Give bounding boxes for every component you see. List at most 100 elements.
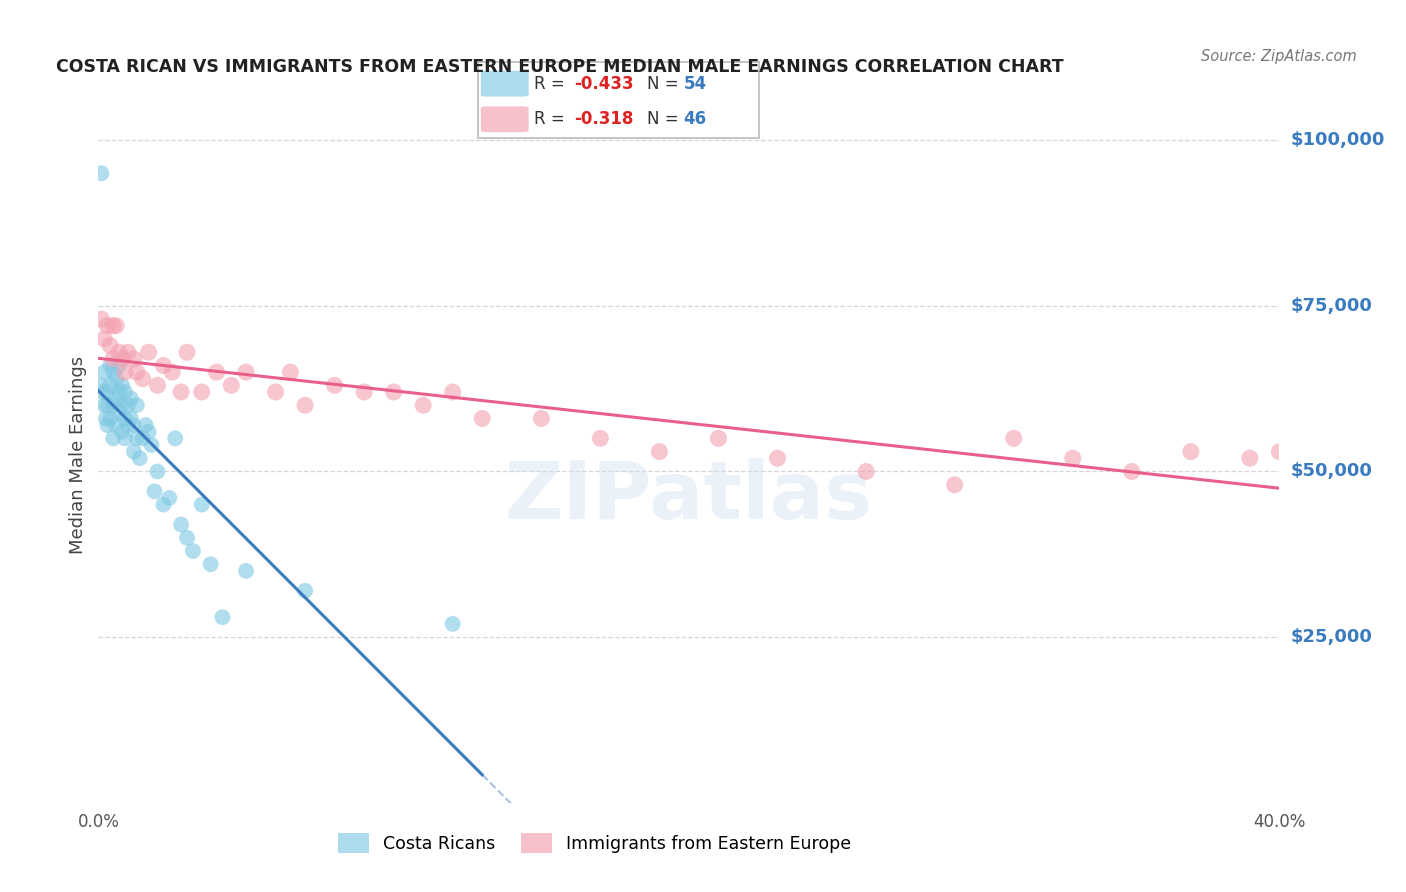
Point <box>108 405 131 419</box>
Point <box>132 372 155 386</box>
Point <box>96 318 118 333</box>
Text: ZIPatlas: ZIPatlas <box>505 458 873 536</box>
Point <box>138 425 160 439</box>
Point <box>135 418 157 433</box>
Point <box>125 365 148 379</box>
Point <box>96 384 118 399</box>
Point <box>191 384 214 399</box>
Point <box>264 384 287 399</box>
Point <box>103 398 125 412</box>
Point <box>98 378 121 392</box>
Text: $75,000: $75,000 <box>1291 297 1372 315</box>
Point <box>278 365 302 379</box>
Point <box>412 398 434 412</box>
Point <box>191 498 214 512</box>
Text: -0.318: -0.318 <box>574 111 633 128</box>
Point <box>235 365 257 379</box>
Text: COSTA RICAN VS IMMIGRANTS FROM EASTERN EUROPE MEDIAN MALE EARNINGS CORRELATION C: COSTA RICAN VS IMMIGRANTS FROM EASTERN E… <box>56 58 1064 76</box>
Point <box>103 365 125 379</box>
Text: Source: ZipAtlas.com: Source: ZipAtlas.com <box>1201 49 1357 64</box>
Point <box>98 411 121 425</box>
Y-axis label: Median Male Earnings: Median Male Earnings <box>69 356 87 554</box>
Point <box>1180 444 1202 458</box>
Point <box>589 431 612 445</box>
Point <box>170 384 193 399</box>
Point <box>294 398 316 412</box>
Text: 54: 54 <box>683 75 706 93</box>
Point <box>94 411 117 425</box>
Point <box>943 477 966 491</box>
Point <box>530 411 553 425</box>
Point <box>93 398 115 412</box>
Point <box>90 312 112 326</box>
Point <box>105 418 128 433</box>
Point <box>205 365 228 379</box>
Point <box>143 484 166 499</box>
Point <box>132 431 155 445</box>
Point <box>323 378 346 392</box>
Point <box>162 365 183 379</box>
Point <box>170 517 193 532</box>
Point <box>114 431 136 445</box>
Text: N =: N = <box>647 111 683 128</box>
Point <box>108 384 131 399</box>
Point <box>176 531 198 545</box>
Point <box>111 351 134 366</box>
Text: $100,000: $100,000 <box>1291 131 1385 149</box>
Point <box>111 398 134 412</box>
Text: -0.433: -0.433 <box>574 75 633 93</box>
Point <box>181 544 204 558</box>
Point <box>219 378 242 392</box>
Point <box>128 451 150 466</box>
FancyBboxPatch shape <box>481 106 529 132</box>
Point <box>855 465 877 479</box>
Point <box>105 392 128 406</box>
Text: $25,000: $25,000 <box>1291 628 1372 646</box>
Point <box>122 444 145 458</box>
Point <box>111 425 134 439</box>
Point <box>152 359 174 373</box>
Point <box>117 345 139 359</box>
Point <box>90 378 112 392</box>
Point <box>157 491 180 505</box>
Point <box>103 318 125 333</box>
Point <box>471 411 494 425</box>
Point <box>114 411 136 425</box>
Point <box>98 338 121 352</box>
Point <box>117 418 139 433</box>
Point <box>146 378 169 392</box>
Point <box>108 359 131 373</box>
Text: 46: 46 <box>683 111 706 128</box>
Point <box>91 384 114 399</box>
Point <box>96 418 118 433</box>
Point <box>117 398 139 412</box>
FancyBboxPatch shape <box>481 70 529 96</box>
Point <box>120 411 142 425</box>
Point <box>111 378 134 392</box>
Point <box>353 384 375 399</box>
Point <box>441 384 464 399</box>
Point <box>96 398 118 412</box>
Point <box>1121 465 1143 479</box>
Point <box>176 345 198 359</box>
Point <box>1268 444 1291 458</box>
Point <box>1062 451 1084 466</box>
Point <box>648 444 671 458</box>
Point <box>707 431 730 445</box>
Point <box>114 365 136 379</box>
Text: $50,000: $50,000 <box>1291 462 1372 481</box>
Text: R =: R = <box>534 111 571 128</box>
Point <box>235 564 257 578</box>
Point <box>441 616 464 631</box>
Point <box>103 351 125 366</box>
Point <box>766 451 789 466</box>
Point <box>122 418 145 433</box>
Point <box>125 431 148 445</box>
Point <box>146 465 169 479</box>
Point <box>211 610 233 624</box>
Point <box>294 583 316 598</box>
Point <box>93 365 115 379</box>
Point <box>120 392 142 406</box>
Point <box>1239 451 1261 466</box>
Point <box>103 431 125 445</box>
